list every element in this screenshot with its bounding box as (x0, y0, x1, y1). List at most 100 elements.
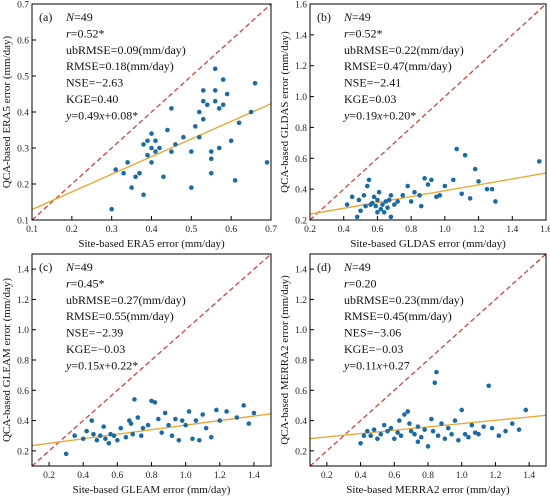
data-point (173, 142, 178, 147)
data-point (106, 440, 112, 446)
y-tick-label: 1.2 (295, 62, 307, 72)
data-point (84, 428, 89, 434)
data-point (368, 433, 373, 439)
data-point (153, 149, 158, 154)
x-tick-label: 1.0 (439, 225, 451, 235)
x-tick-label: 1.4 (506, 225, 518, 235)
data-point (197, 437, 202, 443)
data-point (442, 183, 448, 189)
data-point (159, 430, 165, 435)
stat-line: r=0.52* (344, 26, 382, 40)
data-point (365, 428, 370, 434)
y-tick-label: 0.2 (295, 217, 307, 227)
y-tick-label: 1.2 (17, 296, 29, 306)
data-point (208, 434, 214, 440)
stat-line: NSE=−2.39 (66, 326, 123, 340)
data-point (516, 427, 522, 432)
x-tick-label: 0.8 (146, 471, 158, 481)
x-tick-label: 0.2 (304, 225, 316, 235)
data-point (489, 186, 495, 192)
x-tick-label: 0.1 (26, 225, 38, 235)
x-tick-label: 0.4 (338, 225, 350, 235)
x-tick-label: 1.2 (473, 225, 485, 235)
data-point (395, 430, 400, 435)
data-point (407, 421, 412, 426)
data-point (417, 193, 422, 198)
y-tick-label: 0.4 (17, 109, 29, 119)
panel-c: 0.2 0.4 0.6 0.8 1.0 1.2 1.4 0.2 0.4 0.6 0.8 1.0 1.2 1… (1, 253, 272, 496)
data-point (193, 124, 198, 129)
data-point (101, 424, 106, 429)
stat-line: KGE=−0.03 (66, 342, 125, 356)
y-tick-label: 1.4 (295, 266, 307, 276)
stat-line: N=49 (65, 260, 93, 274)
data-point (381, 422, 387, 428)
data-point (132, 397, 137, 402)
data-point (354, 214, 360, 220)
x-tick-label: 0.6 (225, 225, 237, 235)
data-point (361, 433, 367, 439)
data-point (232, 178, 238, 183)
data-point (251, 410, 257, 416)
data-point (429, 416, 434, 422)
data-point (469, 422, 475, 428)
data-point (408, 199, 414, 204)
data-point (145, 422, 151, 428)
x-axis-label: Site-based GLEAM error (mm/day) (73, 484, 231, 496)
one-to-one-line (310, 4, 546, 220)
one-to-one-line (32, 254, 271, 466)
data-point (462, 431, 468, 437)
data-point (481, 424, 486, 429)
data-point (450, 177, 456, 183)
data-point (397, 418, 402, 423)
regression-line (310, 172, 546, 215)
y-tick-label: 0.4 (295, 186, 307, 196)
data-point (176, 437, 182, 443)
y-tick-label: 1.0 (295, 326, 307, 336)
data-point (466, 434, 471, 440)
data-point (388, 193, 394, 198)
data-point (449, 431, 454, 437)
panel-d: 0.2 0.4 0.6 0.8 1.0 1.2 1.4 0.2 0.4 0.6 0.8 1.0 1.2 1… (279, 253, 547, 496)
x-tick-label: 0.4 (355, 471, 367, 481)
data-point (248, 109, 254, 115)
regression-line (310, 414, 546, 440)
y-tick-label: 0.7 (17, 1, 29, 11)
y-tick-label: 1.2 (295, 296, 307, 306)
stat-line: RMSE=0.47(mm/day) (344, 59, 452, 73)
data-point (193, 418, 199, 423)
data-point (363, 203, 368, 209)
data-point (472, 166, 478, 172)
data-point (405, 409, 411, 414)
data-point (486, 383, 491, 389)
stat-line: RMSE=0.18(mm/day) (66, 59, 174, 73)
data-point (432, 380, 438, 386)
x-tick-label: 0.2 (66, 225, 78, 235)
stat-line: y=0.49x+0.08* (65, 108, 138, 122)
data-point (459, 191, 465, 197)
data-point (121, 170, 126, 176)
y-tick-label: 0.6 (295, 155, 307, 165)
y-tick-label: 0.6 (17, 387, 29, 397)
data-point (452, 418, 458, 423)
data-point (252, 80, 258, 86)
y-tick-label: 0.2 (17, 181, 29, 191)
data-point (378, 206, 384, 212)
y-tick-label: 0.4 (295, 417, 307, 427)
data-point (344, 202, 350, 207)
data-point (94, 437, 100, 443)
data-point (489, 425, 495, 431)
data-point (415, 439, 421, 445)
data-point (208, 170, 214, 176)
data-point (200, 88, 206, 93)
data-point (467, 196, 473, 201)
data-point (375, 436, 380, 442)
data-point (264, 160, 270, 165)
stat-line: ubRMSE=0.23(mm/day) (344, 293, 464, 307)
y-tick-label: 0.5 (17, 73, 29, 83)
data-point (462, 152, 468, 158)
y-tick-label: 0.8 (295, 124, 307, 134)
data-point (72, 433, 77, 439)
data-point (496, 433, 502, 439)
